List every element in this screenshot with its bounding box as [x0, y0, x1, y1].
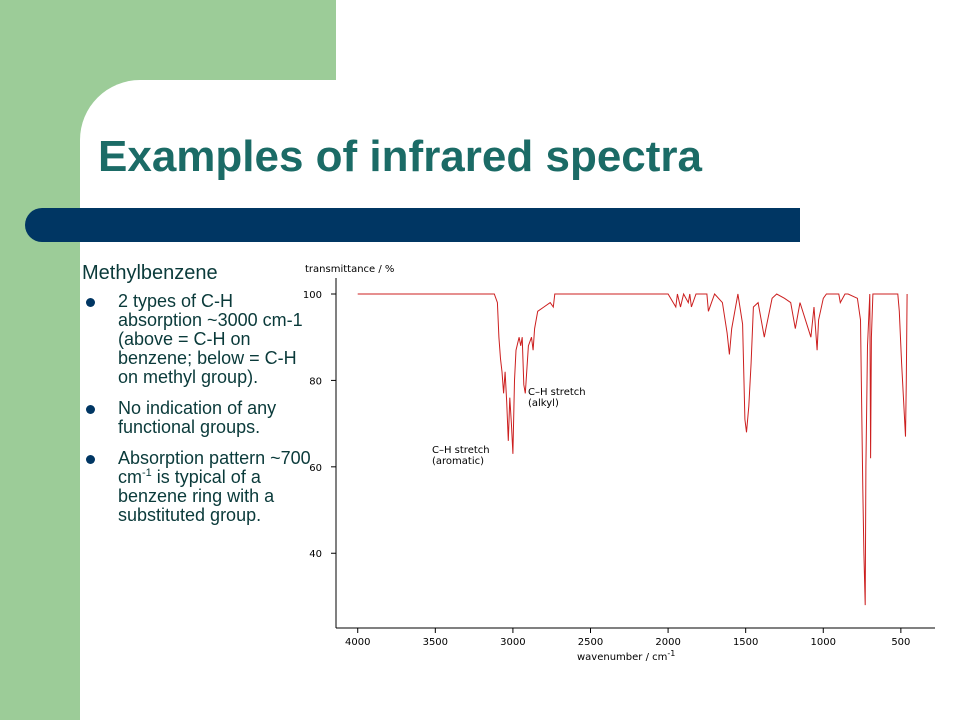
- bullet: No indication of any functional groups.: [82, 399, 314, 437]
- annotation-line: C–H stretch: [528, 387, 586, 398]
- x-tick-label: 2500: [578, 637, 603, 648]
- y-axis-label: transmittance / %: [305, 264, 394, 275]
- x-tick-label: 3500: [423, 637, 448, 648]
- annotation-line: (aromatic): [432, 456, 484, 467]
- y-tick-label: 60: [309, 463, 322, 474]
- x-label-text: wavenumber / cm: [577, 652, 667, 663]
- y-tick-label: 80: [309, 376, 322, 387]
- bullet-text: Absorption pattern ~700 cm: [118, 448, 311, 487]
- superscript: -1: [142, 467, 152, 479]
- bullet-list: 2 types of C-H absorption ~3000 cm-1 (ab…: [82, 292, 314, 537]
- annotation: C–H stretch (aromatic): [432, 445, 490, 467]
- title-rule: [25, 208, 800, 242]
- y-tick-label: 100: [303, 290, 322, 301]
- x-label-sup: -1: [667, 649, 675, 658]
- x-axis-label: wavenumber / cm-1: [577, 649, 675, 663]
- bullet-text: is typical of a benzene ring with a subs…: [118, 467, 275, 525]
- y-tick-label: 40: [309, 549, 322, 560]
- bullet: 2 types of C-H absorption ~3000 cm-1 (ab…: [82, 292, 314, 387]
- spectrum-line: [357, 292, 908, 606]
- x-tick-label: 500: [891, 637, 910, 648]
- x-tick-label: 1500: [733, 637, 758, 648]
- x-tick-label: 4000: [345, 637, 370, 648]
- x-tick-label: 2000: [655, 637, 680, 648]
- annotation: C–H stretch (alkyl): [528, 387, 586, 409]
- annotation-line: (alkyl): [528, 398, 559, 409]
- annotation-line: C–H stretch: [432, 445, 490, 456]
- x-tick-label: 3000: [500, 637, 525, 648]
- bullet: Absorption pattern ~700 cm-1 is typical …: [82, 449, 314, 525]
- x-tick-label: 1000: [811, 637, 836, 648]
- heading: Methylbenzene: [82, 262, 218, 284]
- slide-title: Examples of infrared spectra: [98, 132, 703, 181]
- content-corner: [80, 80, 336, 280]
